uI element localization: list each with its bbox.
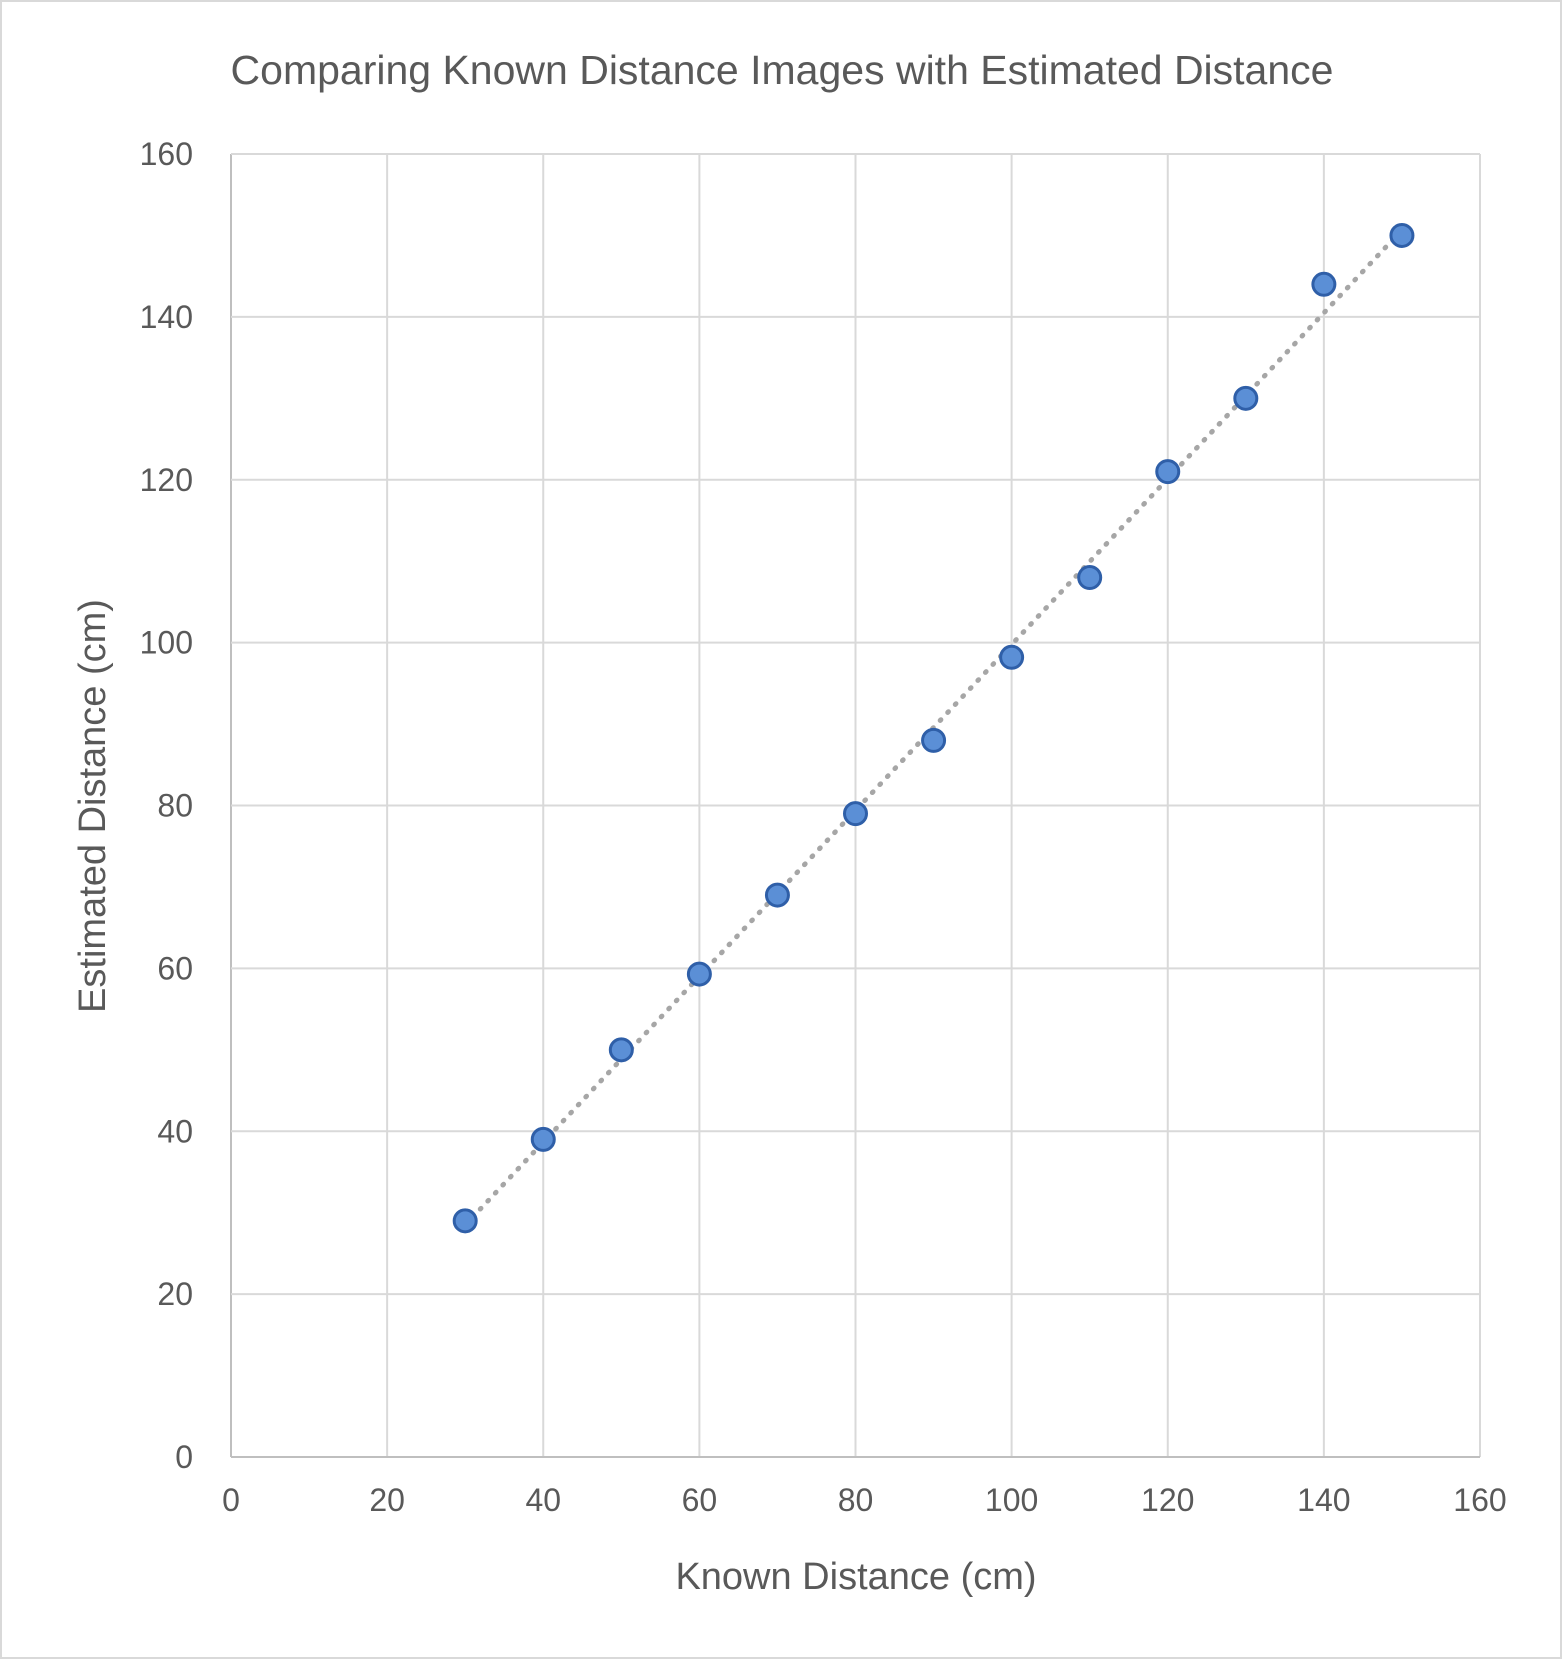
x-tick-label: 40: [525, 1482, 561, 1518]
y-axis-title: Estimated Distance (cm): [72, 599, 114, 1013]
data-point: [1389, 222, 1415, 248]
trendline-layer: [462, 227, 1405, 1228]
x-tick-label: 60: [682, 1482, 718, 1518]
data-point: [1233, 385, 1259, 411]
data-point: [686, 961, 712, 987]
data-points: [452, 222, 1415, 1234]
x-tick-label: 160: [1453, 1482, 1506, 1518]
y-tick-label: 40: [157, 1113, 193, 1149]
chart-title: Comparing Known Distance Images with Est…: [231, 47, 1334, 93]
data-point: [843, 801, 868, 827]
x-tick-label: 0: [222, 1482, 240, 1518]
y-tick-label: 120: [140, 462, 193, 498]
data-point: [452, 1208, 478, 1234]
y-tick-label: 0: [175, 1439, 193, 1475]
y-tick-label: 140: [140, 299, 193, 335]
tick-labels: 0 20 40 60 80 100 120 140 160 0 20 40 60 80 100 120 140 1…: [140, 136, 1507, 1518]
data-point: [764, 882, 790, 908]
data-point: [608, 1037, 634, 1063]
data-point: [921, 727, 947, 753]
x-tick-label: 100: [985, 1482, 1038, 1518]
y-tick-label: 80: [157, 788, 193, 824]
x-tick-label: 120: [1141, 1482, 1194, 1518]
x-tick-label: 80: [838, 1482, 874, 1518]
x-axis-title: Known Distance (cm): [675, 1556, 1036, 1598]
x-tick-label: 140: [1297, 1482, 1350, 1518]
trendline: [462, 227, 1405, 1228]
y-tick-label: 20: [157, 1276, 193, 1312]
data-point: [999, 644, 1025, 670]
data-point: [530, 1126, 556, 1152]
y-tick-label: 160: [140, 136, 193, 172]
data-point: [1077, 564, 1103, 590]
x-tick-label: 20: [369, 1482, 405, 1518]
data-point: [1311, 271, 1337, 297]
data-point: [1155, 459, 1181, 485]
y-tick-label: 100: [140, 625, 193, 661]
y-tick-label: 60: [157, 950, 193, 986]
